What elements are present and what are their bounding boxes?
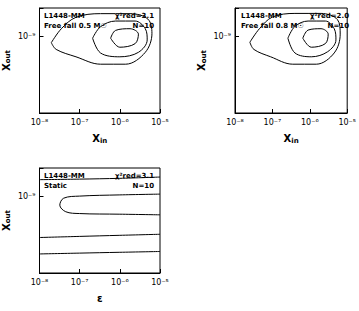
svg-text:out: out xyxy=(4,49,12,63)
svg-text:10⁻⁷: 10⁻⁷ xyxy=(264,118,282,127)
svg-text:out: out xyxy=(200,49,208,63)
svg-text:Free fall 0.8 M☉: Free fall 0.8 M☉ xyxy=(241,22,304,30)
svg-text:10⁻⁷: 10⁻⁷ xyxy=(71,278,89,287)
svg-text:χ²red=3.1: χ²red=3.1 xyxy=(114,171,154,180)
svg-text:10⁻⁵: 10⁻⁵ xyxy=(338,118,356,127)
svg-text:10⁻⁹: 10⁻⁹ xyxy=(213,32,231,41)
svg-text:X: X xyxy=(0,223,12,231)
svg-text:Static: Static xyxy=(44,182,67,190)
svg-text:L1448-MM: L1448-MM xyxy=(241,11,282,20)
svg-text:10⁻⁵: 10⁻⁵ xyxy=(151,278,169,287)
svg-text:N=10: N=10 xyxy=(132,21,154,30)
svg-text:N=10: N=10 xyxy=(328,22,350,30)
svg-text:X: X xyxy=(0,63,12,71)
svg-text:L1448-MM: L1448-MM xyxy=(44,172,85,180)
svg-text:χ²red=3.1: χ²red=3.1 xyxy=(115,12,154,20)
svg-text:10⁻⁶: 10⁻⁶ xyxy=(301,118,319,127)
svg-text:X: X xyxy=(92,133,100,144)
svg-text:in: in xyxy=(100,137,107,145)
svg-text:10⁻⁸: 10⁻⁸ xyxy=(31,118,49,127)
svg-text:N=10: N=10 xyxy=(133,182,155,190)
svg-text:10⁻⁶: 10⁻⁶ xyxy=(111,118,129,127)
svg-text:X: X xyxy=(283,133,292,144)
svg-text:10⁻⁹: 10⁻⁹ xyxy=(18,32,36,41)
svg-text:10⁻⁵: 10⁻⁵ xyxy=(151,118,169,127)
svg-text:10⁻⁶: 10⁻⁶ xyxy=(111,278,129,287)
svg-text:10⁻⁹: 10⁻⁹ xyxy=(18,192,36,201)
svg-text:10⁻⁷: 10⁻⁷ xyxy=(71,118,89,127)
svg-text:L1448-MM: L1448-MM xyxy=(44,12,85,20)
svg-text:ε: ε xyxy=(97,293,103,304)
svg-text:in: in xyxy=(291,137,298,145)
svg-text:χ²red=2.0: χ²red=2.0 xyxy=(310,12,349,20)
svg-text:X: X xyxy=(196,63,207,71)
svg-text:Free fall 0.5 M☉: Free fall 0.5 M☉ xyxy=(44,22,107,30)
svg-text:out: out xyxy=(4,209,12,223)
svg-text:10⁻⁸: 10⁻⁸ xyxy=(31,278,49,287)
svg-text:10⁻⁸: 10⁻⁸ xyxy=(226,118,244,127)
